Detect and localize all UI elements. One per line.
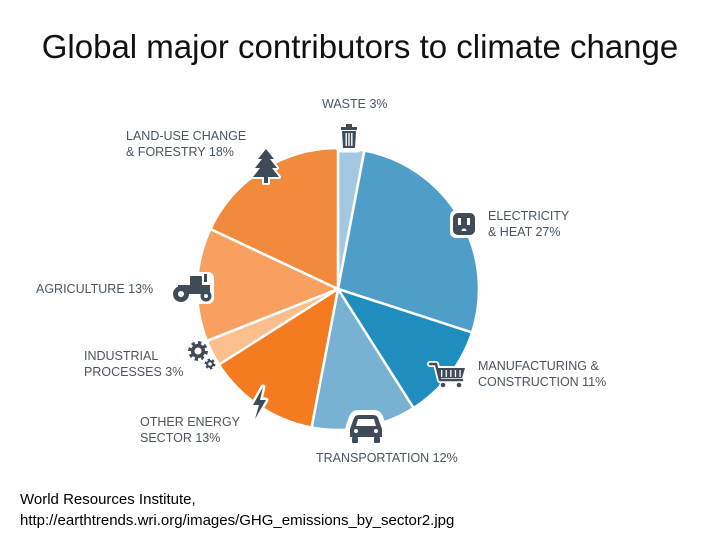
slice-label-line: ELECTRICITY	[488, 209, 570, 223]
trash-can-icon	[335, 121, 363, 153]
slice-label-electricity: ELECTRICITY & HEAT 27%	[488, 209, 570, 239]
power-outlet-icon	[450, 210, 478, 238]
gears-icon	[184, 337, 219, 373]
slice-label-agriculture: AGRICULTURE 13%	[36, 282, 153, 296]
slice-label-line: SECTOR 13%	[140, 431, 220, 445]
tractor-icon	[170, 272, 214, 304]
shopping-cart-icon	[427, 361, 468, 389]
slice-label-waste: WASTE 3%	[322, 97, 388, 111]
slice-label-line: WASTE 3%	[322, 97, 388, 111]
slice-label-other-energy: OTHER ENERGY SECTOR 13%	[140, 415, 241, 445]
slice-label-line: LAND-USE CHANGE	[126, 129, 246, 143]
slice-label-industrial: INDUSTRIAL PROCESSES 3%	[84, 349, 183, 379]
pie-slices	[195, 146, 481, 432]
slice-label-land-use: LAND-USE CHANGE & FORESTRY 18%	[126, 129, 246, 159]
slice-label-line: CONSTRUCTION 11%	[478, 375, 606, 389]
source-line-2: http://earthtrends.wri.org/images/GHG_em…	[20, 512, 455, 529]
slice-label-line: PROCESSES 3%	[84, 365, 183, 379]
car-icon	[345, 410, 387, 443]
slice-label-line: OTHER ENERGY	[140, 415, 241, 429]
source-citation: World Resources Institute, http://eartht…	[20, 489, 454, 531]
slice-label-line: MANUFACTURING &	[478, 359, 600, 373]
slide-title: Global major contributors to climate cha…	[41, 28, 679, 65]
slice-label-line: AGRICULTURE 13%	[36, 282, 153, 296]
slice-label-transportation: TRANSPORTATION 12%	[316, 451, 458, 465]
pine-tree-icon	[251, 147, 281, 185]
lightning-bolt-icon	[250, 384, 269, 422]
slice-label-line: TRANSPORTATION 12%	[316, 451, 458, 465]
slice-label-line: & FORESTRY 18%	[126, 145, 234, 159]
source-line-1: World Resources Institute,	[20, 491, 196, 508]
slice-label-line: & HEAT 27%	[488, 225, 561, 239]
slice-label-manufacturing: MANUFACTURING & CONSTRUCTION 11%	[478, 359, 606, 389]
slice-label-line: INDUSTRIAL	[84, 349, 158, 363]
